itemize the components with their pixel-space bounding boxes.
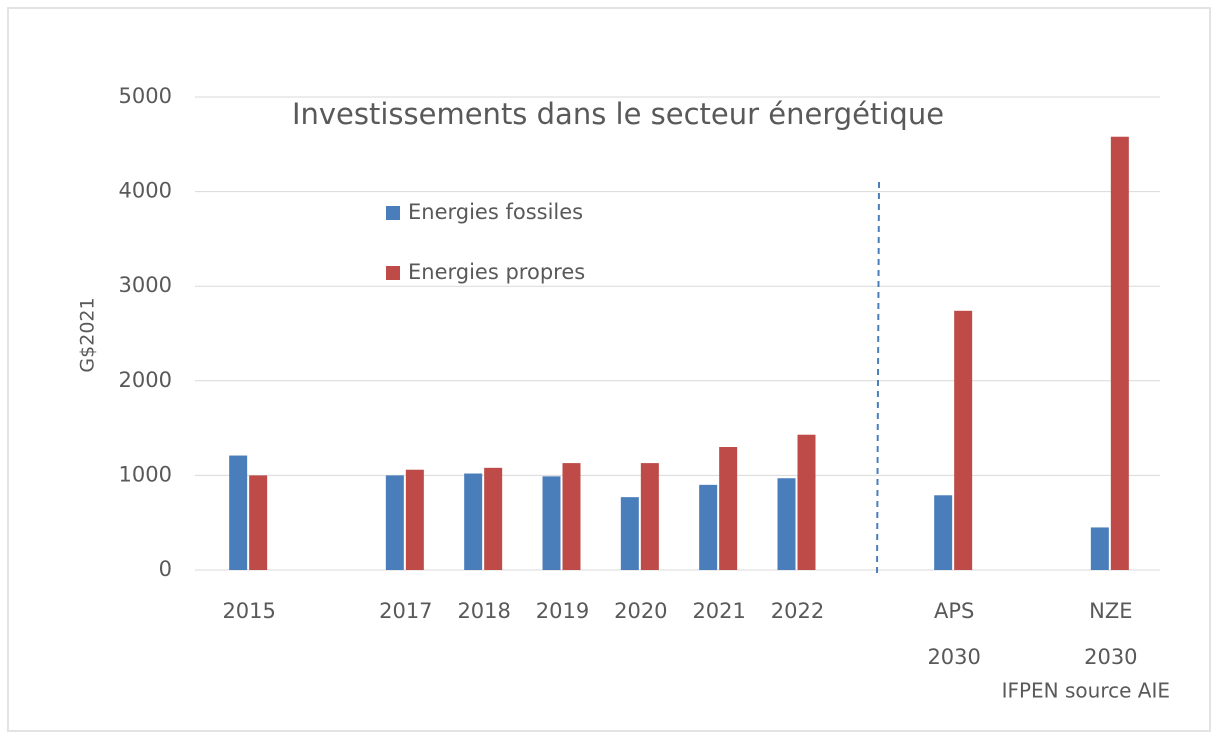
x-tick-label: APS 2030 bbox=[927, 599, 980, 669]
bar bbox=[797, 434, 816, 570]
x-tick-label: 2018 bbox=[457, 599, 510, 623]
bar bbox=[464, 473, 483, 570]
source-note: IFPEN source AIE bbox=[1002, 679, 1170, 703]
y-tick-label: 4000 bbox=[119, 179, 172, 203]
x-tick-label: 2021 bbox=[692, 599, 745, 623]
bar bbox=[562, 463, 581, 570]
bar bbox=[1110, 136, 1129, 570]
frame bbox=[7, 7, 1211, 732]
legend-swatch bbox=[386, 266, 400, 280]
bar bbox=[249, 475, 268, 570]
x-tick-label: 2019 bbox=[536, 599, 589, 623]
x-tick-label: NZE 2030 bbox=[1084, 599, 1137, 669]
bar bbox=[699, 484, 718, 570]
y-axis-label: G$2021 bbox=[77, 297, 99, 372]
legend-label: Energies fossiles bbox=[408, 200, 583, 224]
x-tick-label: 2022 bbox=[771, 599, 824, 623]
bar bbox=[620, 497, 639, 570]
bar bbox=[777, 478, 796, 570]
bar bbox=[405, 469, 424, 570]
x-tick-label: 2015 bbox=[222, 599, 275, 623]
bar bbox=[484, 467, 503, 570]
bar bbox=[934, 495, 953, 570]
bar bbox=[719, 447, 738, 570]
x-tick-label: 2020 bbox=[614, 599, 667, 623]
bar bbox=[640, 463, 659, 570]
x-tick-label: 2017 bbox=[379, 599, 432, 623]
bar bbox=[1090, 527, 1109, 570]
chart-title: Investissements dans le secteur énergéti… bbox=[292, 97, 944, 131]
legend-label: Energies propres bbox=[408, 260, 585, 284]
bar bbox=[954, 310, 973, 570]
y-tick-label: 3000 bbox=[119, 273, 172, 297]
bar bbox=[385, 475, 404, 570]
bar bbox=[229, 455, 248, 570]
legend-swatch bbox=[386, 206, 400, 220]
y-tick-label: 5000 bbox=[119, 84, 172, 108]
y-tick-label: 2000 bbox=[119, 368, 172, 392]
separator-line bbox=[876, 181, 880, 579]
y-tick-label: 0 bbox=[159, 557, 172, 581]
y-tick-label: 1000 bbox=[119, 462, 172, 486]
bar bbox=[542, 476, 561, 570]
